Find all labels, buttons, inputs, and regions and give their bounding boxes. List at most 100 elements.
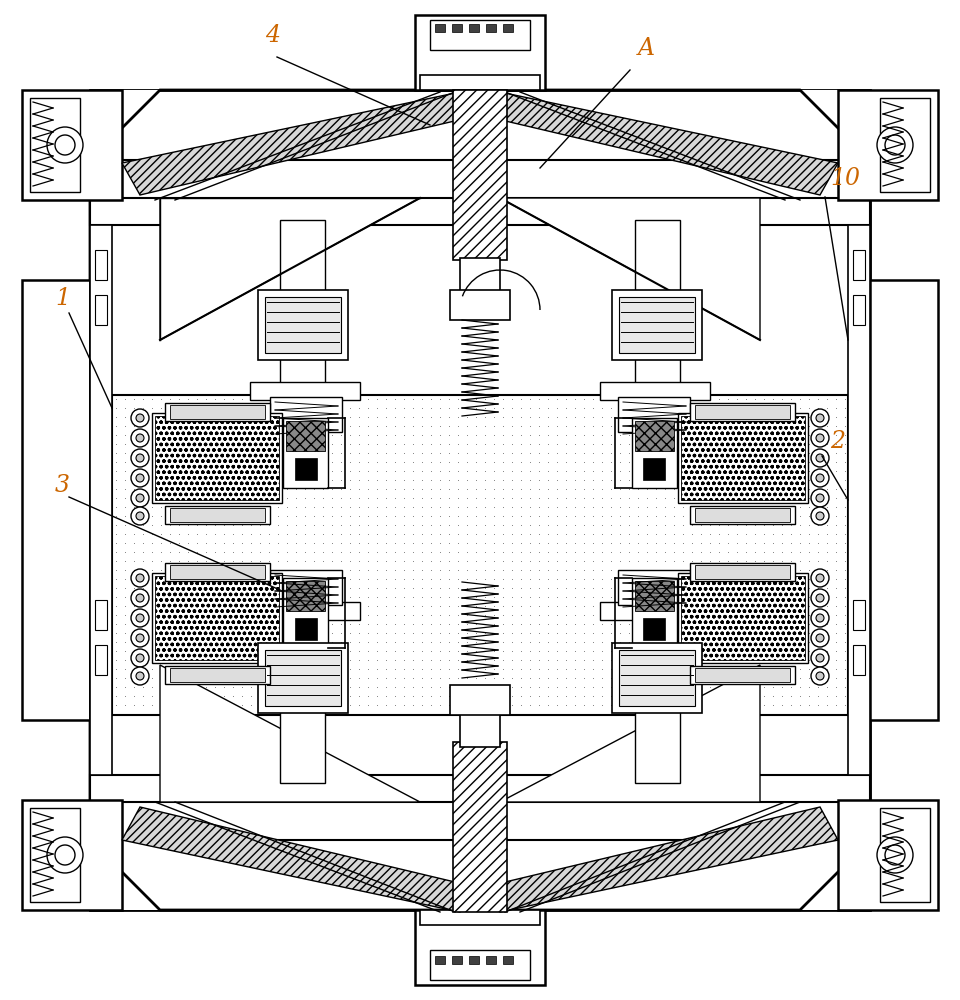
Point xyxy=(522,400,538,416)
Point xyxy=(631,481,646,497)
Circle shape xyxy=(811,667,829,685)
Point xyxy=(450,499,466,515)
Point xyxy=(594,634,610,650)
Point xyxy=(180,553,196,569)
Point xyxy=(567,634,583,650)
Point xyxy=(802,562,817,578)
Point xyxy=(792,607,807,623)
Point xyxy=(540,679,556,695)
Bar xyxy=(635,581,674,611)
Point xyxy=(792,589,807,605)
Point xyxy=(135,517,151,533)
Point xyxy=(603,481,618,497)
Point xyxy=(540,436,556,452)
Point xyxy=(703,598,718,614)
Point xyxy=(343,427,358,443)
Point xyxy=(658,445,673,461)
Point xyxy=(792,454,807,470)
Point xyxy=(261,454,276,470)
Point xyxy=(405,679,420,695)
Point xyxy=(514,499,529,515)
Point xyxy=(819,445,834,461)
Point xyxy=(171,634,186,650)
Point xyxy=(333,562,348,578)
Point xyxy=(189,580,204,596)
Bar xyxy=(695,565,790,579)
Point xyxy=(603,607,618,623)
Point xyxy=(243,616,258,632)
Point xyxy=(415,616,430,632)
Point xyxy=(216,472,231,488)
Point xyxy=(684,499,700,515)
Point xyxy=(360,409,375,425)
Point xyxy=(666,454,682,470)
Point xyxy=(810,544,826,560)
Circle shape xyxy=(816,594,824,602)
Point xyxy=(351,634,367,650)
Point xyxy=(405,562,420,578)
Point xyxy=(612,697,628,713)
Point xyxy=(442,418,457,434)
Point xyxy=(279,670,295,686)
Point xyxy=(378,472,394,488)
Point xyxy=(468,427,484,443)
Point xyxy=(378,409,394,425)
Point xyxy=(810,418,826,434)
Point xyxy=(639,463,655,479)
Point xyxy=(405,625,420,641)
Point xyxy=(396,706,412,722)
Point xyxy=(738,436,754,452)
Point xyxy=(415,436,430,452)
Point xyxy=(127,670,142,686)
Bar xyxy=(486,24,496,32)
Point xyxy=(639,436,655,452)
Point xyxy=(756,580,772,596)
Point xyxy=(603,526,618,542)
Point xyxy=(783,616,799,632)
Point xyxy=(612,508,628,524)
Bar xyxy=(632,578,677,648)
Point xyxy=(487,427,502,443)
Point xyxy=(747,454,762,470)
Point xyxy=(396,589,412,605)
Point xyxy=(514,526,529,542)
Point xyxy=(819,580,834,596)
Point xyxy=(531,634,546,650)
Point xyxy=(279,490,295,506)
Point xyxy=(747,589,762,605)
Point xyxy=(306,436,322,452)
Point xyxy=(226,436,241,452)
Point xyxy=(775,571,790,587)
Point xyxy=(567,697,583,713)
Point xyxy=(333,697,348,713)
Point xyxy=(243,580,258,596)
Bar xyxy=(853,600,865,630)
Point xyxy=(144,418,159,434)
Circle shape xyxy=(131,667,149,685)
Point xyxy=(243,391,258,407)
Point xyxy=(171,526,186,542)
Point xyxy=(684,418,700,434)
Point xyxy=(756,526,772,542)
Point xyxy=(783,418,799,434)
Point xyxy=(567,391,583,407)
Point xyxy=(288,517,303,533)
Point xyxy=(559,634,574,650)
Point xyxy=(648,391,663,407)
Point xyxy=(252,607,268,623)
Point xyxy=(333,661,348,677)
Point xyxy=(531,706,546,722)
Point xyxy=(108,661,124,677)
Point xyxy=(127,418,142,434)
Point xyxy=(747,598,762,614)
Point xyxy=(432,589,447,605)
Point xyxy=(252,589,268,605)
Point xyxy=(531,652,546,668)
Polygon shape xyxy=(500,198,760,340)
Point xyxy=(559,454,574,470)
Point xyxy=(423,391,439,407)
Point xyxy=(621,589,636,605)
Point xyxy=(540,571,556,587)
Point xyxy=(315,472,330,488)
Point xyxy=(730,427,745,443)
